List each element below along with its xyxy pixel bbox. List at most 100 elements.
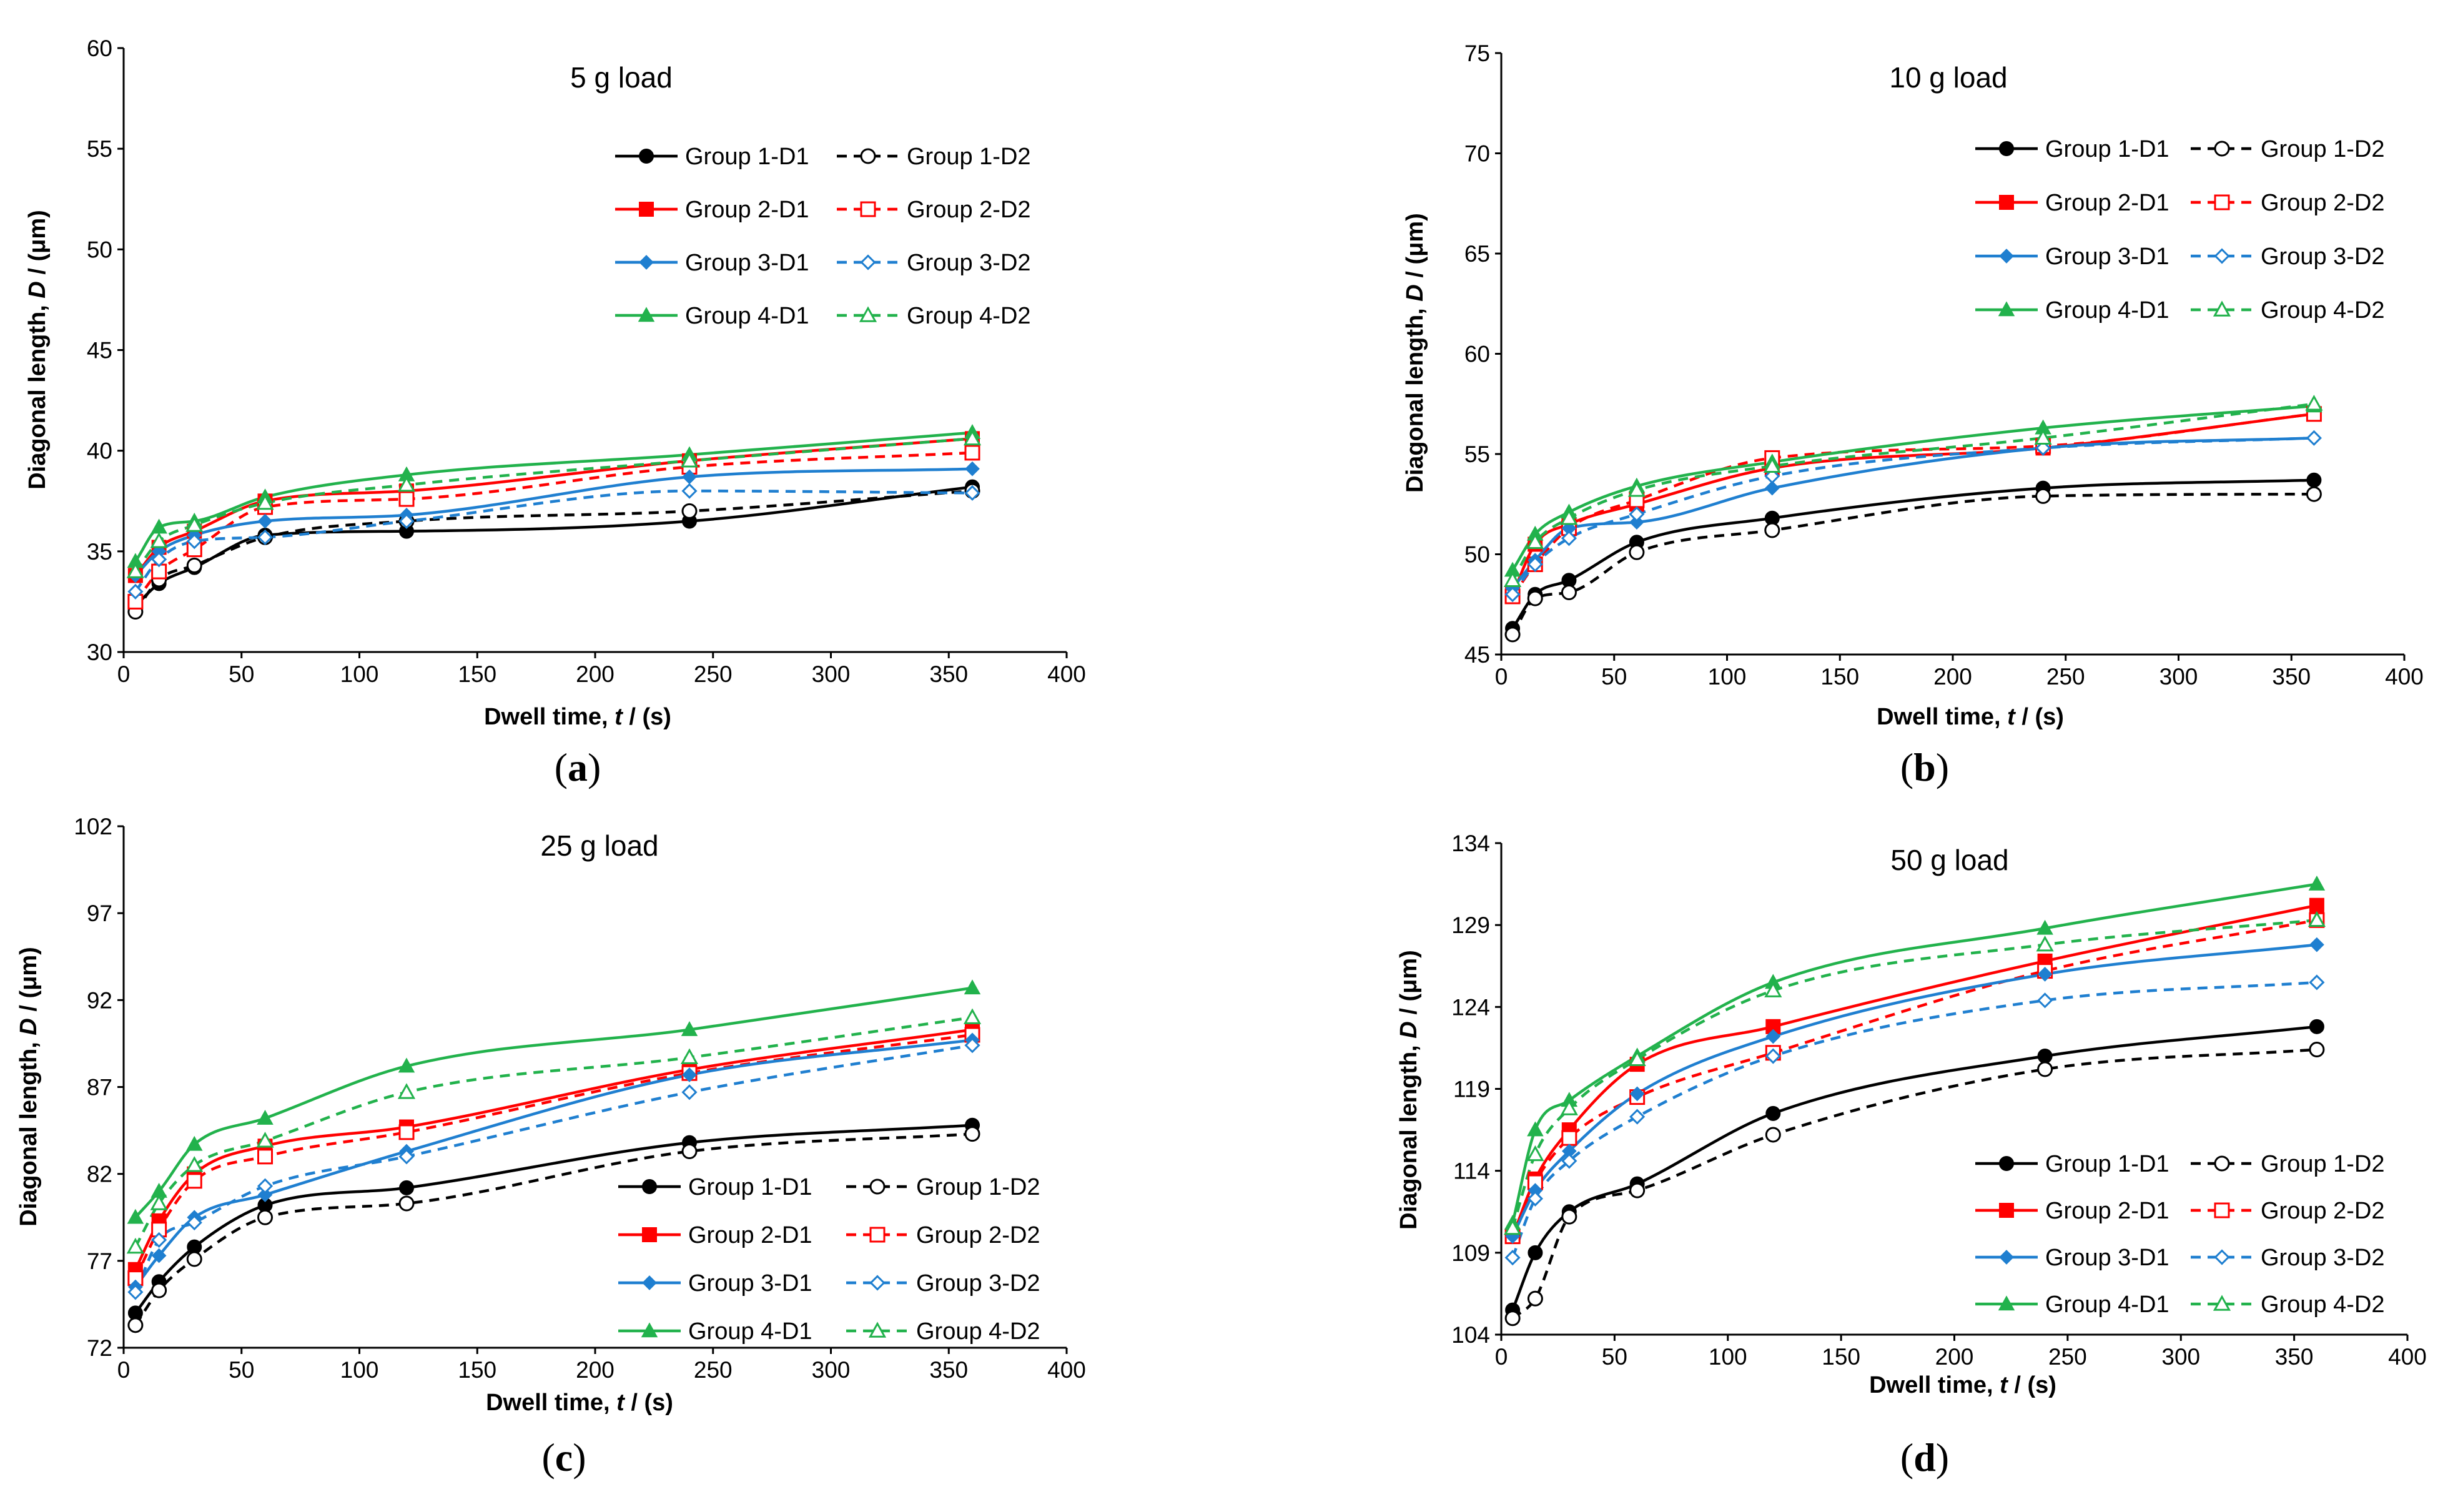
chart-panel-d: 0 50 100 150 200 250 300 350 400 104 109 114 119 124 1… — [1396, 831, 2427, 1480]
data-point-group-3-d2 — [2037, 992, 2053, 1009]
data-point-group-4-d2 — [680, 1048, 699, 1064]
legend-marker — [2213, 1295, 2231, 1311]
data-point-group-3-d2 — [1527, 1190, 1543, 1207]
y-tick-label: 65 — [1464, 241, 1490, 267]
legend-label: Group 1-D2 — [916, 1174, 1040, 1200]
legend-label: Group 4-D1 — [2045, 297, 2169, 324]
x-tick-label: 400 — [2388, 1344, 2427, 1370]
data-point-group-3-d2 — [151, 1232, 167, 1248]
legend-marker — [639, 255, 654, 270]
series-line-group-4-d1 — [134, 431, 973, 563]
data-point-group-4-d1 — [127, 1208, 144, 1224]
legend-marker — [2214, 248, 2230, 264]
data-point-group-4-d2 — [1526, 533, 1544, 549]
panel-title: 25 g load — [540, 829, 658, 862]
data-point-group-1-d2 — [151, 1282, 167, 1298]
legend-marker — [641, 1322, 658, 1338]
x-tick-label: 0 — [117, 1357, 131, 1383]
legend-marker — [642, 1227, 657, 1242]
data-point-group-4-d2 — [185, 1156, 204, 1172]
panel-title: 50 g load — [1890, 844, 2008, 876]
legend: Group 1-D1 Group 1-D2 Group 2-D1 Group 2-D2… — [615, 144, 1031, 329]
x-tick-label: 100 — [340, 1357, 379, 1383]
x-tick-label: 300 — [812, 661, 851, 687]
data-point-group-1-d2 — [1527, 1290, 1543, 1307]
data-point-group-3-d2 — [2309, 974, 2325, 991]
data-point-group-4-d2 — [1504, 1218, 1522, 1235]
chart-panel-a: 0 50 100 150 200 250 300 350 400 30 35 40 45 50 55 60 5 … — [24, 36, 1086, 789]
series-line-group-1-d1 — [1511, 478, 2314, 630]
data-point-group-4-d1 — [964, 979, 981, 995]
data-point-group-1-d2 — [1629, 1182, 1646, 1198]
series-line-group-3-d2 — [134, 489, 973, 593]
y-tick-label: 40 — [87, 438, 112, 464]
x-tick-label: 50 — [229, 661, 254, 687]
x-tick-label: 100 — [1709, 1344, 1747, 1370]
series-line-group-1-d1 — [134, 1124, 973, 1314]
legend-marker — [642, 1275, 657, 1290]
x-tick-label: 400 — [2385, 664, 2424, 689]
y-tick-label: 129 — [1451, 912, 1490, 938]
data-point-group-1-d2 — [2035, 488, 2051, 504]
data-point-group-4-d1 — [2308, 875, 2326, 891]
data-point-group-3-d2 — [1504, 586, 1521, 603]
y-axis-label: Diagonal length, D / (μm) — [16, 947, 42, 1227]
legend-label: Group 1-D2 — [2261, 136, 2385, 162]
x-axis-label: Dwell time, t / (s) — [486, 1390, 673, 1416]
legend-marker — [1999, 1250, 2014, 1265]
data-point-group-3-d2 — [2306, 430, 2322, 446]
legend-marker — [860, 254, 876, 270]
legend-marker — [1999, 249, 2014, 264]
x-axis-label: Dwell time, t / (s) — [1877, 704, 2064, 730]
data-point-group-4-d1 — [257, 1109, 274, 1125]
y-axis-label: Diagonal length, D / (μm) — [24, 210, 51, 490]
legend-label: Group 4-D1 — [2045, 1292, 2169, 1318]
legend-label: Group 1-D1 — [2045, 1151, 2169, 1177]
legend-marker — [2213, 300, 2231, 317]
y-tick-label: 104 — [1451, 1322, 1490, 1348]
y-axis-label: Diagonal length, D / (μm) — [1396, 950, 1422, 1230]
y-tick-label: 102 — [74, 814, 112, 839]
legend-label: Group 4-D2 — [2261, 1292, 2385, 1318]
data-point-group-4-d2 — [126, 1237, 144, 1254]
data-point-group-3-d1 — [1765, 1029, 1781, 1044]
x-tick-label: 50 — [1601, 664, 1627, 689]
series-line-group-2-d2 — [134, 451, 973, 603]
data-point-group-1-d2 — [1527, 590, 1543, 606]
legend-marker — [2214, 194, 2230, 210]
series-line-group-2-d1 — [134, 1028, 973, 1270]
legend-marker — [2214, 1155, 2230, 1172]
x-tick-label: 50 — [229, 1357, 254, 1383]
data-point-group-3-d2 — [1629, 506, 1645, 522]
y-tick-label: 109 — [1451, 1240, 1490, 1266]
data-point-group-3-d2 — [1561, 530, 1577, 546]
data-point-group-3-d2 — [186, 1215, 202, 1231]
data-point-group-1-d2 — [1504, 1310, 1521, 1327]
y-tick-label: 55 — [87, 136, 112, 162]
legend-label: Group 1-D1 — [688, 1174, 812, 1200]
y-tick-label: 87 — [87, 1075, 112, 1100]
legend-label: Group 4-D2 — [916, 1318, 1040, 1345]
x-axis-label: Dwell time, t / (s) — [484, 704, 671, 730]
legend-label: Group 2-D2 — [916, 1222, 1040, 1248]
data-point-group-3-d1 — [965, 461, 980, 477]
data-point-group-3-d2 — [257, 1178, 274, 1194]
legend-label: Group 1-D2 — [2261, 1151, 2385, 1177]
data-point-group-3-d2 — [127, 1284, 144, 1300]
legend-marker — [1998, 301, 2015, 317]
series-line-group-3-d1 — [1511, 943, 2317, 1237]
series-line-group-4-d2 — [134, 1015, 973, 1248]
data-point-group-4-d2 — [1526, 1145, 1544, 1162]
data-point-group-3-d1 — [682, 1067, 697, 1082]
x-tick-label: 400 — [1047, 1357, 1086, 1383]
legend-marker — [2214, 1249, 2230, 1265]
data-point-group-4-d2 — [1764, 981, 1782, 997]
x-tick-label: 200 — [576, 661, 615, 687]
data-point-group-1-d2 — [2037, 1061, 2053, 1077]
chart-panel-b: 0 50 100 150 200 250 300 350 400 45 50 55 60 65 70 75 10… — [1402, 41, 2424, 789]
series-line-group-1-d2 — [1511, 1048, 2317, 1320]
data-point-group-1-d2 — [1764, 522, 1780, 538]
series-line-group-1-d2 — [1511, 492, 2314, 636]
data-point-group-4-d1 — [1527, 1121, 1544, 1137]
